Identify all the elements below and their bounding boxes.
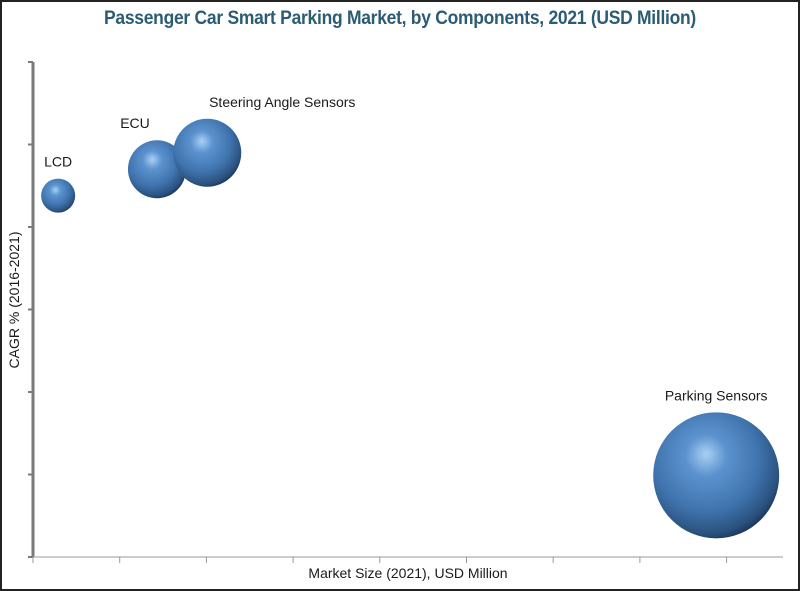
chart-title: Passenger Car Smart Parking Market, by C… bbox=[104, 8, 696, 29]
y-axis-title: CAGR % (2016-2021) bbox=[6, 232, 22, 369]
bubble-parking-sensors bbox=[653, 412, 780, 539]
data-label-lcd: LCD bbox=[44, 154, 72, 170]
bubble-steering-angle-sensors bbox=[173, 118, 242, 187]
data-label-steering-angle-sensors: Steering Angle Sensors bbox=[209, 94, 355, 110]
bubble-lcd bbox=[41, 178, 76, 213]
bubble-ecu bbox=[127, 140, 186, 199]
data-label-ecu: ECU bbox=[120, 115, 150, 131]
x-axis-title: Market Size (2021), USD Million bbox=[308, 565, 507, 581]
data-label-parking-sensors: Parking Sensors bbox=[665, 387, 768, 403]
